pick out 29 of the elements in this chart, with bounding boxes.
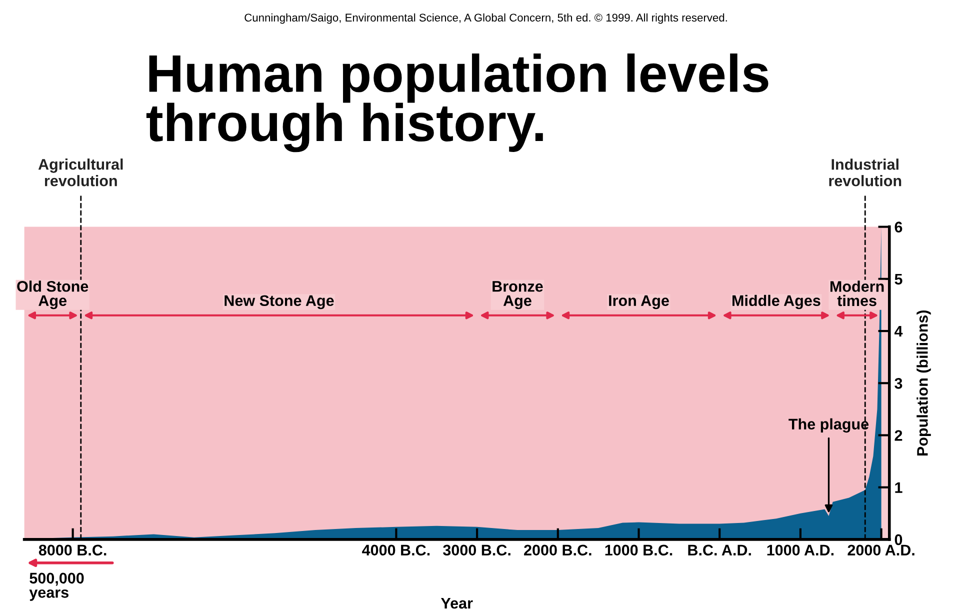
band-label: Middle Ages [732, 294, 820, 310]
y-axis-title: Population (billions) [916, 310, 931, 456]
x-tick-label: 2000 A.D. [848, 544, 914, 556]
text: Cunningham/Saigo, Environmental Science, A Global Concern, 5th ed. © 1999. All rights reserved. [244, 13, 727, 24]
band-label: Modern times [830, 280, 884, 306]
y-tick-label: 5 [894, 274, 902, 285]
y-tick-label: 1 [895, 482, 902, 493]
band-label: Bronze Age [492, 281, 543, 310]
y-tick-label: 4 [894, 326, 903, 337]
ref-line-label: Agricultural revolution [38, 158, 123, 186]
x-axis-title: Year [440, 598, 473, 609]
annotation: The plague [788, 418, 869, 433]
y-tick-label: 6 [894, 222, 902, 232]
text: 500,000 years [29, 572, 84, 601]
x-tick-label: 8000 B.C. [38, 544, 106, 556]
x-tick-label: 1000 B.C. [605, 544, 672, 556]
y-tick-label: 0 [894, 534, 902, 546]
y-tick-label: 3 [894, 378, 902, 389]
x-tick-label: 4000 B.C. [362, 544, 430, 556]
chart-title: Human population levels through history. [146, 54, 768, 152]
x-tick-label: 1000 A.D. [767, 544, 834, 556]
band-label: Old Stone Age [17, 280, 88, 310]
band-label: Iron Age [609, 295, 669, 310]
band-label: New Stone Age [224, 295, 334, 310]
x-tick-label: 2000 B.C. [524, 544, 592, 556]
y-tick-label: 2 [894, 430, 902, 441]
x-tick-label: 3000 B.C. [443, 544, 510, 556]
x-tick-label: B.C. A.D. [688, 544, 751, 556]
ref-line-label: Industrial revolution [829, 158, 902, 186]
